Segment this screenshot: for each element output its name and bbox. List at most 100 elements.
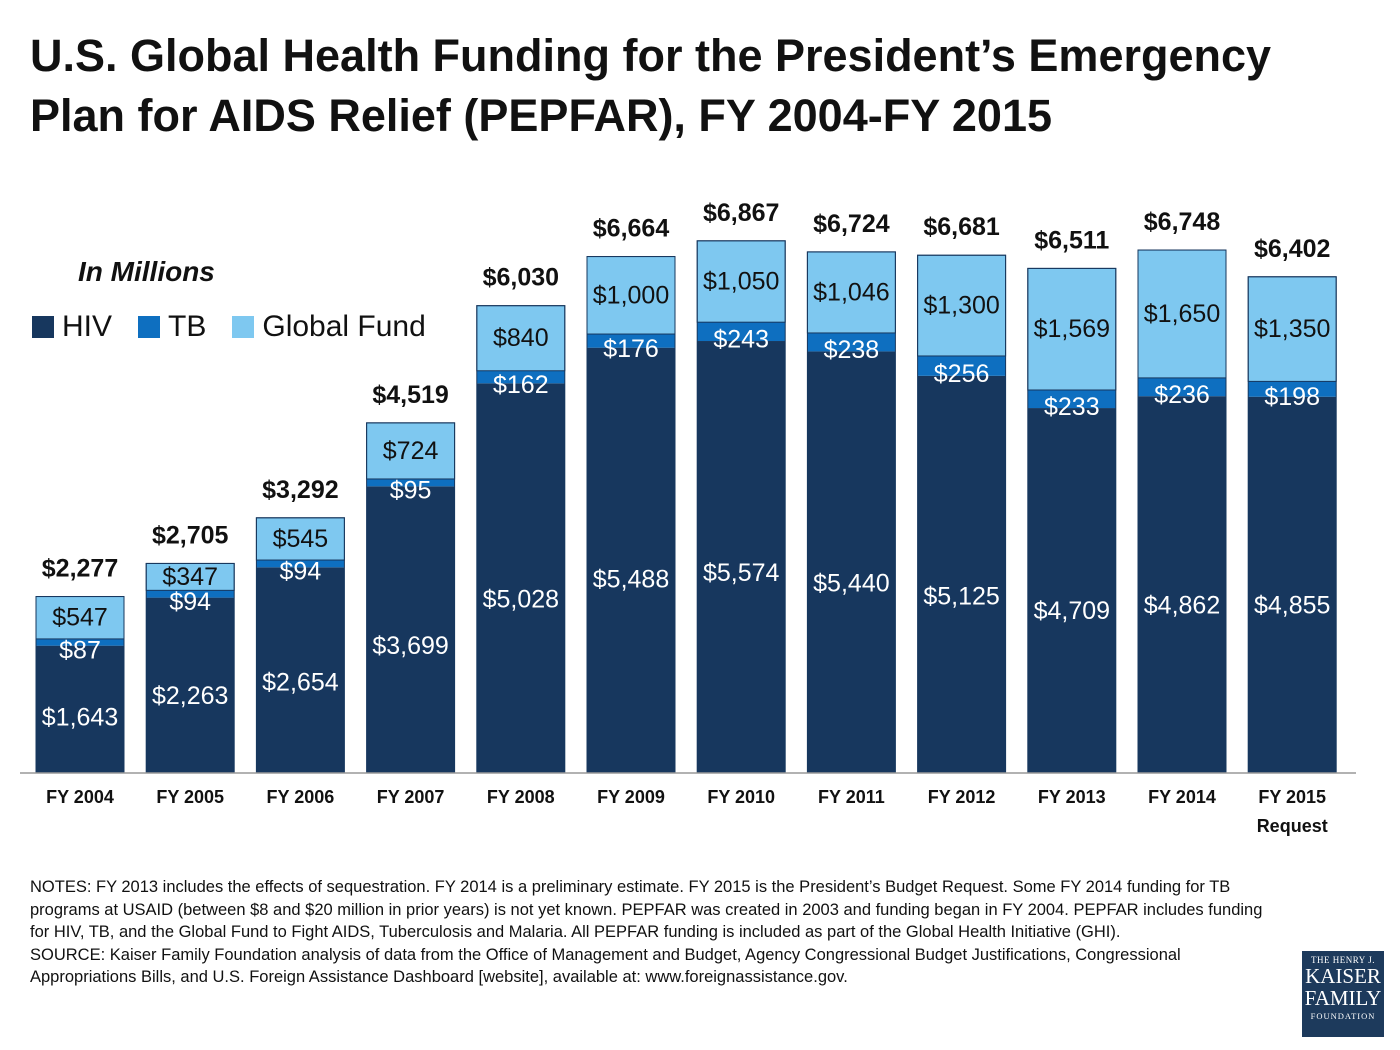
label-tb-fy-2005: $94 — [169, 588, 211, 616]
total-label-fy-2010: $6,867 — [703, 199, 779, 227]
total-label-fy-2004: $2,277 — [42, 555, 118, 583]
bar-hiv-fy-2012 — [917, 375, 1006, 773]
bar-tb-fy-2015-request — [1248, 381, 1337, 397]
total-label-fy-2012: $6,681 — [923, 213, 1000, 241]
label-hiv-fy-2005: $2,263 — [152, 682, 228, 710]
label-global-fund-fy-2013: $1,569 — [1034, 315, 1110, 343]
legend-swatch-tb — [138, 316, 161, 338]
label-tb-fy-2014: $236 — [1154, 381, 1210, 409]
legend-swatch-global-fund — [232, 316, 255, 338]
label-tb-fy-2011: $238 — [824, 336, 880, 364]
label-global-fund-fy-2009: $1,000 — [593, 281, 669, 309]
total-label-fy-2009: $6,664 — [593, 215, 670, 243]
x-tick-label-fy-2014: FY 2014 — [1148, 787, 1216, 807]
logo-line-3: FAMILY — [1304, 986, 1382, 1010]
bar-hiv-fy-2008 — [476, 383, 565, 773]
total-label-fy-2014: $6,748 — [1144, 208, 1221, 236]
x-tick-label-fy-2007: FY 2007 — [377, 787, 445, 807]
label-hiv-fy-2014: $4,862 — [1144, 591, 1220, 619]
legend: HIV TB Global Fund — [32, 310, 452, 344]
bar-tb-fy-2006 — [256, 560, 345, 568]
bar-tb-fy-2007 — [366, 478, 455, 487]
total-label-fy-2006: $3,292 — [262, 476, 338, 504]
label-tb-fy-2013: $233 — [1044, 393, 1100, 421]
legend-item-tb: TB — [138, 310, 206, 344]
bar-global-fund-fy-2008 — [476, 305, 566, 372]
x-tick-label-fy-2013: FY 2013 — [1038, 787, 1106, 807]
label-hiv-fy-2015-request: $4,855 — [1254, 592, 1330, 620]
bar-global-fund-fy-2015-request — [1247, 276, 1337, 382]
label-tb-fy-2008: $162 — [493, 371, 549, 399]
legend-label-hiv: HIV — [62, 310, 113, 343]
bar-tb-fy-2011 — [807, 332, 896, 352]
logo-line-1: THE HENRY J. — [1311, 955, 1375, 965]
legend-label-tb: TB — [168, 310, 207, 343]
label-global-fund-fy-2008: $840 — [493, 324, 549, 352]
label-tb-fy-2009: $176 — [603, 335, 659, 363]
label-tb-fy-2006: $94 — [280, 558, 322, 586]
label-global-fund-fy-2005: $347 — [162, 563, 218, 591]
bar-tb-fy-2014 — [1138, 377, 1226, 397]
x-tick-label-fy-2005: FY 2005 — [156, 787, 224, 807]
logo-line-2: KAISER — [1305, 964, 1381, 988]
label-hiv-fy-2009: $5,488 — [593, 566, 669, 594]
legend-swatch-hiv — [32, 316, 54, 338]
footnotes: NOTES: FY 2013 includes the effects of s… — [30, 876, 1280, 989]
x-tick-label-fy-2011: FY 2011 — [818, 787, 885, 807]
label-tb-fy-2015-request: $198 — [1264, 383, 1320, 411]
label-tb-fy-2012: $256 — [934, 360, 990, 388]
label-tb-fy-2004: $87 — [59, 636, 101, 664]
bar-tb-fy-2013 — [1027, 389, 1116, 409]
bar-hiv-fy-2015-request — [1248, 396, 1337, 773]
bar-global-fund-fy-2010 — [696, 240, 786, 323]
x-tick-label-fy-2009: FY 2009 — [597, 787, 665, 807]
total-label-fy-2011: $6,724 — [813, 210, 890, 238]
label-hiv-fy-2012: $5,125 — [923, 582, 999, 610]
total-label-fy-2008: $6,030 — [483, 264, 559, 292]
label-global-fund-fy-2007: $724 — [383, 437, 439, 465]
bar-tb-fy-2009 — [587, 334, 675, 348]
bar-global-fund-fy-2014 — [1137, 249, 1227, 379]
bar-hiv-fy-2014 — [1138, 396, 1226, 773]
x-tick-label-fy-2006: FY 2006 — [267, 787, 335, 807]
label-global-fund-fy-2006: $545 — [273, 525, 329, 553]
label-hiv-fy-2008: $5,028 — [483, 586, 559, 614]
bar-hiv-fy-2007 — [366, 486, 455, 773]
bar-tb-fy-2010 — [697, 322, 786, 342]
chart-title: U.S. Global Health Funding for the Presi… — [30, 30, 1272, 141]
bar-hiv-fy-2005 — [146, 597, 235, 773]
bar-global-fund-fy-2011 — [806, 251, 896, 334]
x-tick-label-line2-fy-2015-request: Request — [1257, 816, 1328, 836]
bar-hiv-fy-2011 — [807, 351, 896, 773]
bar-global-fund-fy-2009 — [586, 256, 676, 335]
x-tick-label-fy-2015-request: FY 2015 — [1258, 787, 1326, 807]
x-tick-label-fy-2012: FY 2012 — [928, 787, 996, 807]
label-global-fund-fy-2010: $1,050 — [703, 267, 779, 295]
bar-global-fund-fy-2013 — [1027, 267, 1117, 391]
x-tick-label-fy-2004: FY 2004 — [46, 787, 114, 807]
x-tick-label-fy-2010: FY 2010 — [707, 787, 775, 807]
units-label: In Millions — [78, 256, 215, 287]
label-global-fund-fy-2011: $1,046 — [813, 278, 889, 306]
source-text: SOURCE: Kaiser Family Foundation analysi… — [30, 945, 1181, 987]
bar-global-fund-fy-2012 — [917, 254, 1007, 357]
legend-label-global-fund: Global Fund — [262, 310, 426, 343]
total-label-fy-2013: $6,511 — [1034, 226, 1109, 254]
label-tb-fy-2007: $95 — [390, 477, 432, 505]
label-hiv-fy-2011: $5,440 — [813, 569, 889, 597]
bar-hiv-fy-2010 — [697, 341, 786, 773]
bar-hiv-fy-2013 — [1027, 408, 1116, 773]
label-hiv-fy-2010: $5,574 — [703, 559, 780, 587]
total-label-fy-2015-request: $6,402 — [1254, 235, 1330, 263]
bar-hiv-fy-2009 — [587, 347, 675, 773]
bar-tb-fy-2004 — [36, 638, 124, 646]
bar-hiv-fy-2006 — [256, 567, 345, 773]
label-global-fund-fy-2012: $1,300 — [923, 292, 999, 320]
kff-logo: THE HENRY J. KAISER FAMILY FOUNDATION — [1302, 951, 1384, 1037]
label-hiv-fy-2006: $2,654 — [262, 668, 339, 696]
label-tb-fy-2010: $243 — [713, 326, 769, 354]
label-global-fund-fy-2014: $1,650 — [1144, 300, 1220, 328]
bar-hiv-fy-2004 — [36, 645, 124, 773]
bar-tb-fy-2008 — [476, 370, 565, 384]
